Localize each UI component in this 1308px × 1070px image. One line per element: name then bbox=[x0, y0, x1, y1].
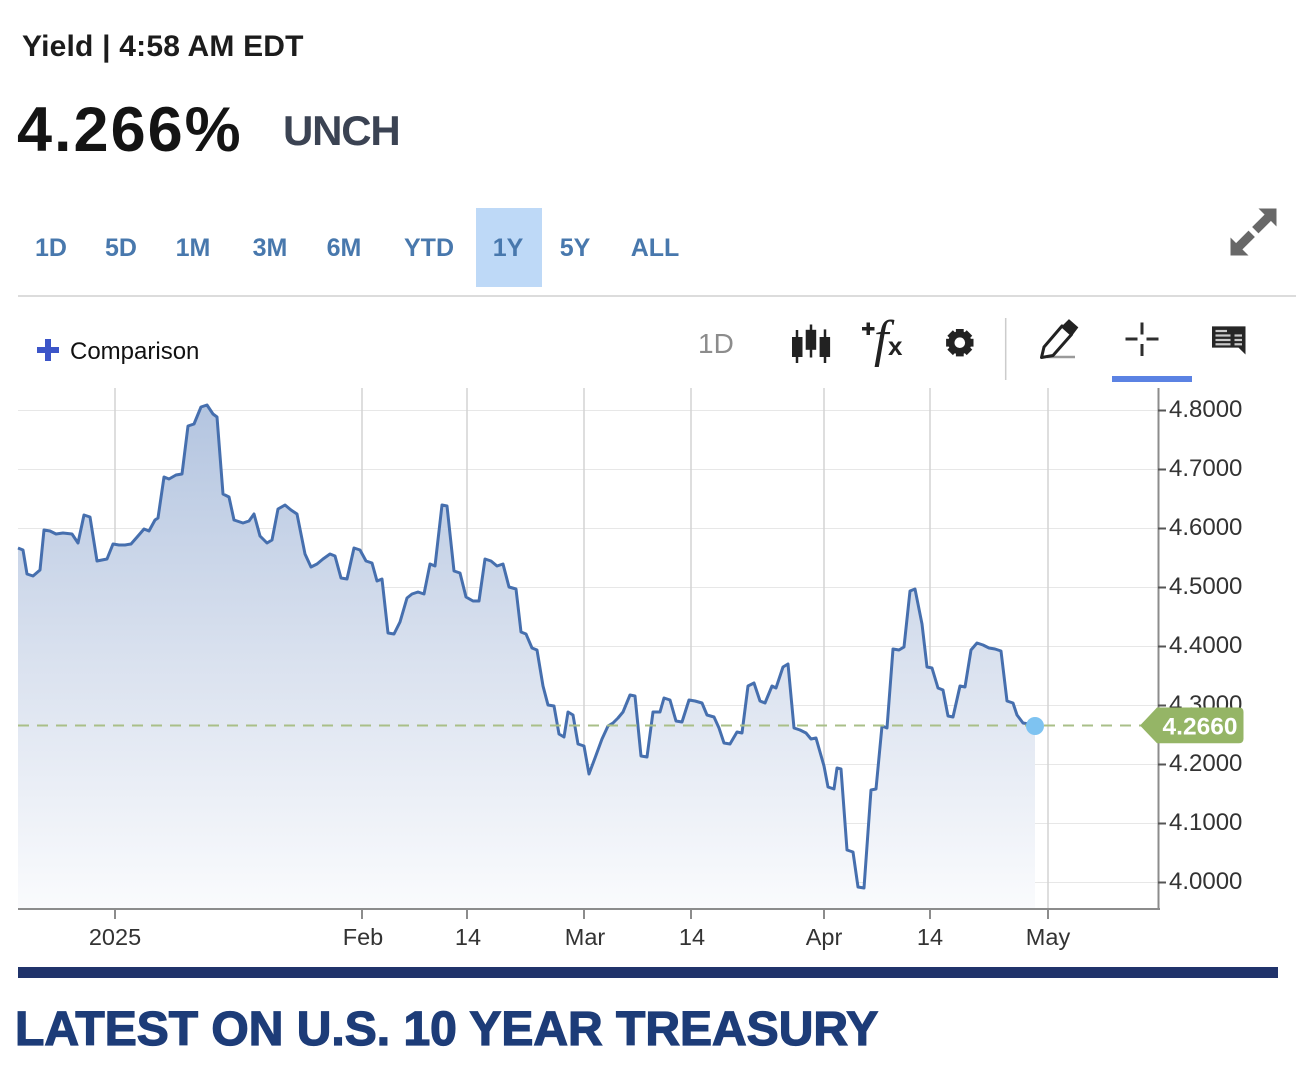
svg-text:4.2660: 4.2660 bbox=[1163, 713, 1238, 740]
svg-text:x: x bbox=[888, 331, 903, 361]
